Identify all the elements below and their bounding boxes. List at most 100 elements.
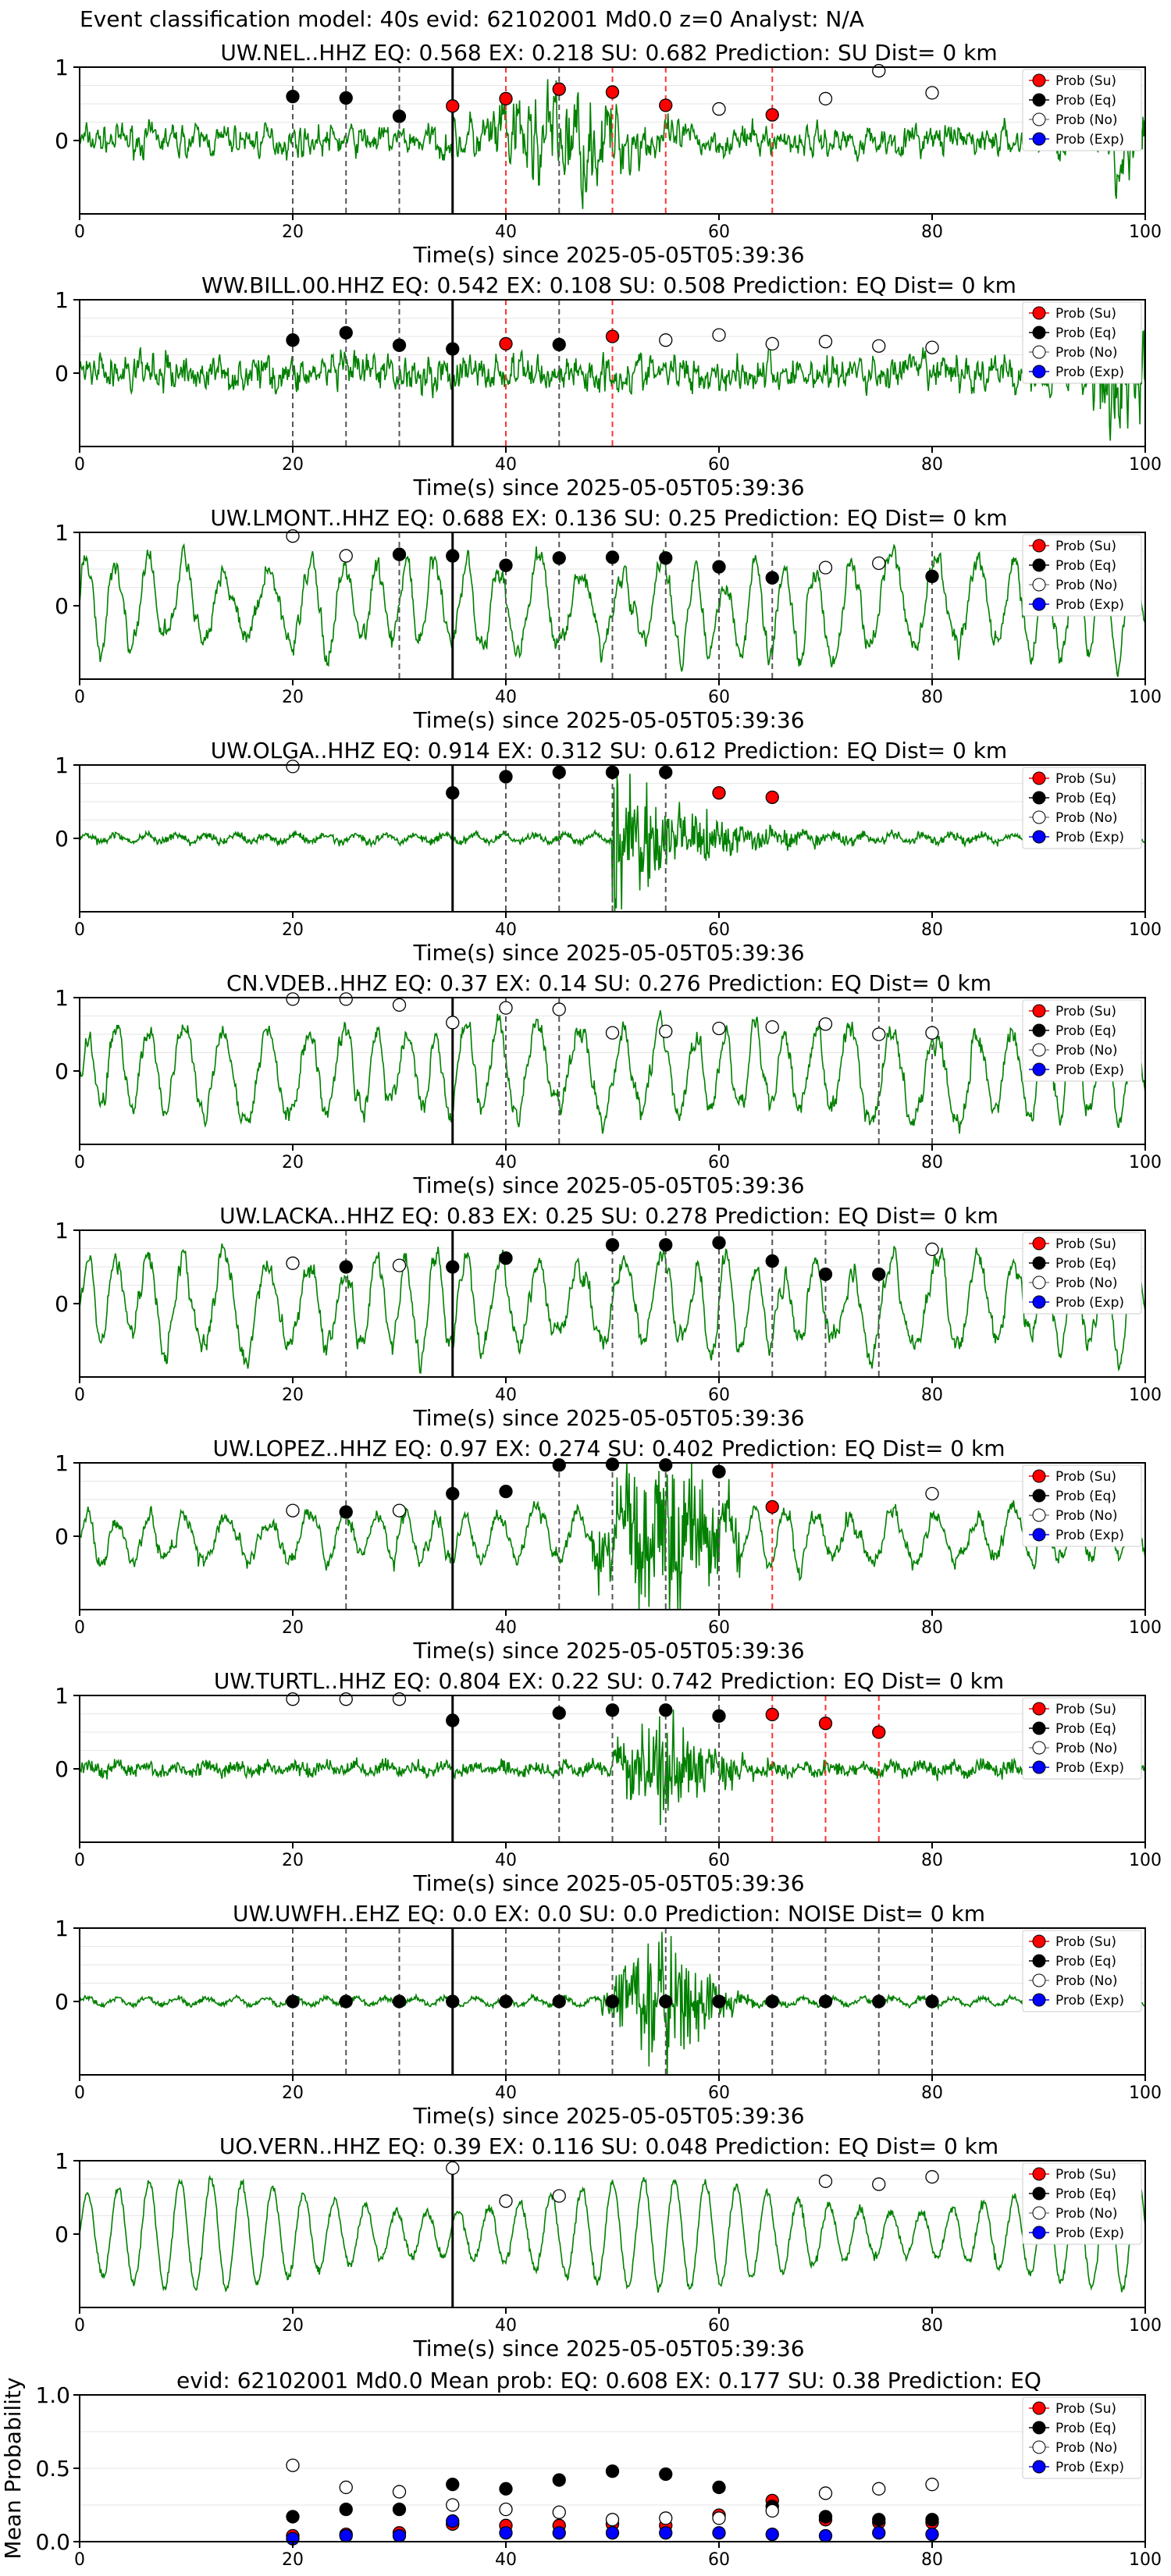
legend-label-no: Prob (No): [1055, 578, 1118, 593]
x-tick-label: 100: [1129, 2550, 1162, 2570]
mean-point-eq: [286, 2510, 300, 2524]
legend-marker-su: [1032, 2167, 1046, 2181]
x-tick-label: 20: [282, 2083, 304, 2103]
x-tick-label: 80: [921, 455, 943, 475]
waveform-trace: [79, 2175, 1146, 2293]
mean-point-no: [286, 2458, 300, 2472]
prob-point-eq: [872, 1267, 886, 1282]
mean-point-eq: [925, 2513, 939, 2527]
legend-marker-exp: [1032, 597, 1046, 611]
legend-label-exp: Prob (Exp): [1055, 132, 1124, 148]
prob-point-eq: [392, 109, 407, 123]
x-tick-label: 40: [495, 455, 517, 475]
x-tick-label: 100: [1129, 688, 1162, 707]
x-tick-label: 20: [282, 1618, 304, 1638]
legend-label-su: Prob (Su): [1055, 539, 1116, 554]
prob-point-no: [552, 2189, 566, 2203]
prob-point-eq: [339, 1505, 353, 1519]
legend-box: [1022, 767, 1142, 849]
legend-label-no: Prob (No): [1055, 810, 1118, 826]
x-tick-label: 40: [495, 2550, 517, 2570]
prob-point-eq: [765, 1994, 779, 2008]
prob-point-no: [659, 1024, 673, 1038]
legend-marker-su: [1032, 306, 1046, 320]
prob-point-su: [446, 99, 460, 113]
prob-point-no: [818, 1017, 833, 1031]
x-tick-label: 100: [1129, 222, 1162, 242]
prob-point-no: [712, 1021, 726, 1036]
prob-point-eq: [446, 342, 460, 356]
legend-label-no: Prob (No): [1055, 1508, 1118, 1524]
x-axis-label: Time(s) since 2025-05-05T05:39:36: [412, 475, 804, 500]
prob-point-eq: [925, 569, 939, 584]
prob-point-eq: [712, 1464, 726, 1478]
legend-label-eq: Prob (Eq): [1055, 1721, 1116, 1737]
x-axis-label: Time(s) since 2025-05-05T05:39:36: [412, 2103, 804, 2129]
mean-point-no: [925, 2478, 939, 2492]
prob-point-no: [286, 1503, 300, 1517]
mean-point-eq: [659, 2467, 673, 2482]
x-tick-label: 80: [921, 920, 943, 940]
legend-box: [1022, 999, 1142, 1082]
x-tick-label: 80: [921, 1618, 943, 1638]
prob-point-eq: [446, 1994, 460, 2008]
mean-point-no: [818, 2486, 833, 2500]
prob-point-eq: [659, 1703, 673, 1717]
prob-point-no: [925, 1486, 939, 1501]
legend-label-su: Prob (Su): [1055, 1934, 1116, 1950]
mean-point-no: [552, 2505, 566, 2520]
prob-point-su: [765, 1500, 779, 1514]
legend-label-eq: Prob (Eq): [1055, 2186, 1116, 2202]
panel-title: UO.VERN..HHZ EQ: 0.39 EX: 0.116 SU: 0.04…: [219, 2133, 998, 2159]
y-tick-label: 1: [55, 1916, 69, 1941]
mean-point-eq: [499, 2482, 513, 2496]
legend-label-exp: Prob (Exp): [1055, 830, 1124, 845]
x-tick-label: 20: [282, 688, 304, 707]
legend-marker-no: [1032, 2440, 1046, 2454]
station-panel-0: UW.NEL..HHZ EQ: 0.568 EX: 0.218 SU: 0.68…: [55, 40, 1162, 268]
legend-label-no: Prob (No): [1055, 1043, 1118, 1059]
x-tick-label: 40: [495, 688, 517, 707]
mean-panel-title: evid: 62102001 Md0.0 Mean prob: EQ: 0.60…: [176, 2368, 1041, 2393]
prob-point-no: [765, 336, 779, 351]
prob-point-eq: [659, 551, 673, 565]
x-axis-label: Time(s) since 2025-05-05T05:39:36: [412, 2336, 804, 2361]
prob-point-no: [818, 91, 833, 106]
prob-point-no: [392, 1503, 407, 1517]
legend-box: [1022, 2396, 1142, 2479]
prob-point-eq: [499, 1994, 513, 2008]
prob-point-eq: [339, 1994, 353, 2008]
prob-point-no: [872, 1027, 886, 1041]
prob-point-eq: [499, 558, 513, 572]
legend-marker-no: [1032, 1508, 1046, 1522]
legend-label-exp: Prob (Exp): [1055, 365, 1124, 380]
x-tick-label: 0: [74, 2550, 85, 2570]
y-tick-label: 1: [55, 1450, 69, 1476]
legend-label-su: Prob (Su): [1055, 1469, 1116, 1485]
legend-marker-eq: [1032, 1256, 1046, 1270]
x-tick-label: 40: [495, 2316, 517, 2336]
legend-marker-eq: [1032, 791, 1046, 805]
prob-point-no: [818, 2174, 833, 2188]
legend-marker-exp: [1032, 1760, 1046, 1774]
prob-point-no: [392, 1258, 407, 1272]
prob-point-eq: [712, 560, 726, 574]
legend-marker-su: [1032, 771, 1046, 785]
prob-point-eq: [446, 1260, 460, 1274]
legend-marker-no: [1032, 810, 1046, 824]
x-axis-label: Time(s) since 2025-05-05T05:39:36: [412, 1172, 804, 1198]
mean-point-exp: [605, 2526, 620, 2540]
legend-marker-su: [1032, 539, 1046, 553]
legend-box: [1022, 1464, 1142, 1547]
x-tick-label: 100: [1129, 455, 1162, 475]
legend-marker-su: [1032, 1236, 1046, 1251]
legend-label-no: Prob (No): [1055, 1741, 1118, 1756]
x-tick-label: 0: [74, 1153, 85, 1172]
x-tick-label: 20: [282, 920, 304, 940]
prob-point-su: [499, 336, 513, 351]
y-tick-label: 1: [55, 1218, 69, 1244]
legend-marker-exp: [1032, 1295, 1046, 1309]
x-tick-label: 60: [708, 455, 730, 475]
mean-point-no: [765, 2503, 779, 2518]
prob-point-no: [818, 334, 833, 349]
